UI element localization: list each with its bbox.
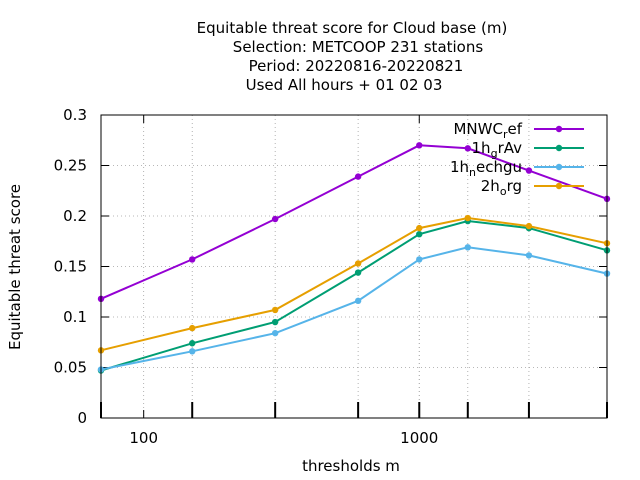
legend-label: 1hnechgu: [450, 158, 522, 179]
title-line-4: Used All hours + 01 02 03: [246, 76, 443, 94]
data-point: [465, 145, 471, 151]
y-tick-label: 0.05: [54, 359, 87, 377]
y-tick-label: 0: [77, 409, 87, 427]
data-point: [526, 252, 532, 258]
data-point: [189, 348, 195, 354]
data-point: [272, 216, 278, 222]
data-point: [189, 256, 195, 262]
legend-swatch-marker: [556, 126, 562, 132]
series-layer: [98, 142, 610, 374]
legend-label: 2horg: [481, 177, 522, 198]
data-point: [416, 142, 422, 148]
data-point: [526, 223, 532, 229]
title-line-1: Equitable threat score for Cloud base (m…: [197, 19, 508, 37]
y-tick-label: 0.25: [54, 157, 87, 175]
data-point: [416, 231, 422, 237]
data-point: [465, 244, 471, 250]
data-point: [355, 173, 361, 179]
legend-entry: 1hnechgu: [450, 158, 584, 179]
legend-swatch-marker: [556, 183, 562, 189]
legend-label: 1hgrAv: [472, 139, 523, 160]
legend-entry: 1hgrAv: [472, 139, 584, 160]
y-tick-label: 0.15: [54, 258, 87, 276]
series-line: [101, 218, 607, 350]
minor-x-ticks: [101, 402, 607, 418]
data-point: [526, 167, 532, 173]
data-point: [189, 340, 195, 346]
y-tick-label: 0.3: [63, 106, 87, 124]
legend-entry: 2horg: [481, 177, 584, 198]
data-point: [272, 319, 278, 325]
x-axis-label: thresholds m: [302, 457, 400, 475]
series: [98, 215, 610, 354]
x-tick-label: 100: [129, 429, 158, 447]
data-point: [272, 330, 278, 336]
title-line-3: Period: 20220816-20220821: [249, 57, 464, 75]
data-point: [355, 260, 361, 266]
data-point: [355, 298, 361, 304]
series: [98, 244, 610, 373]
series-line: [101, 221, 607, 371]
data-point: [272, 307, 278, 313]
chart-title: Equitable threat score for Cloud base (m…: [197, 19, 508, 94]
x-axis: 100 1000: [129, 115, 438, 447]
series: [98, 218, 610, 374]
data-point: [189, 325, 195, 331]
x-tick-label: 1000: [400, 429, 438, 447]
title-line-2: Selection: METCOOP 231 stations: [233, 38, 484, 56]
legend-label: MNWCref: [453, 120, 522, 141]
data-point: [416, 256, 422, 262]
data-point: [355, 269, 361, 275]
data-point: [465, 215, 471, 221]
legend-swatch-marker: [556, 145, 562, 151]
series: [98, 142, 610, 302]
data-point: [416, 225, 422, 231]
y-tick-label: 0.2: [63, 207, 87, 225]
y-tick-label: 0.1: [63, 308, 87, 326]
y-axis-label: Equitable threat score: [6, 184, 24, 350]
legend-swatch-marker: [556, 164, 562, 170]
y-axis: 0 0.05 0.1 0.15 0.2 0.25 0.3: [54, 106, 607, 427]
legend-entry: MNWCref: [453, 120, 584, 141]
